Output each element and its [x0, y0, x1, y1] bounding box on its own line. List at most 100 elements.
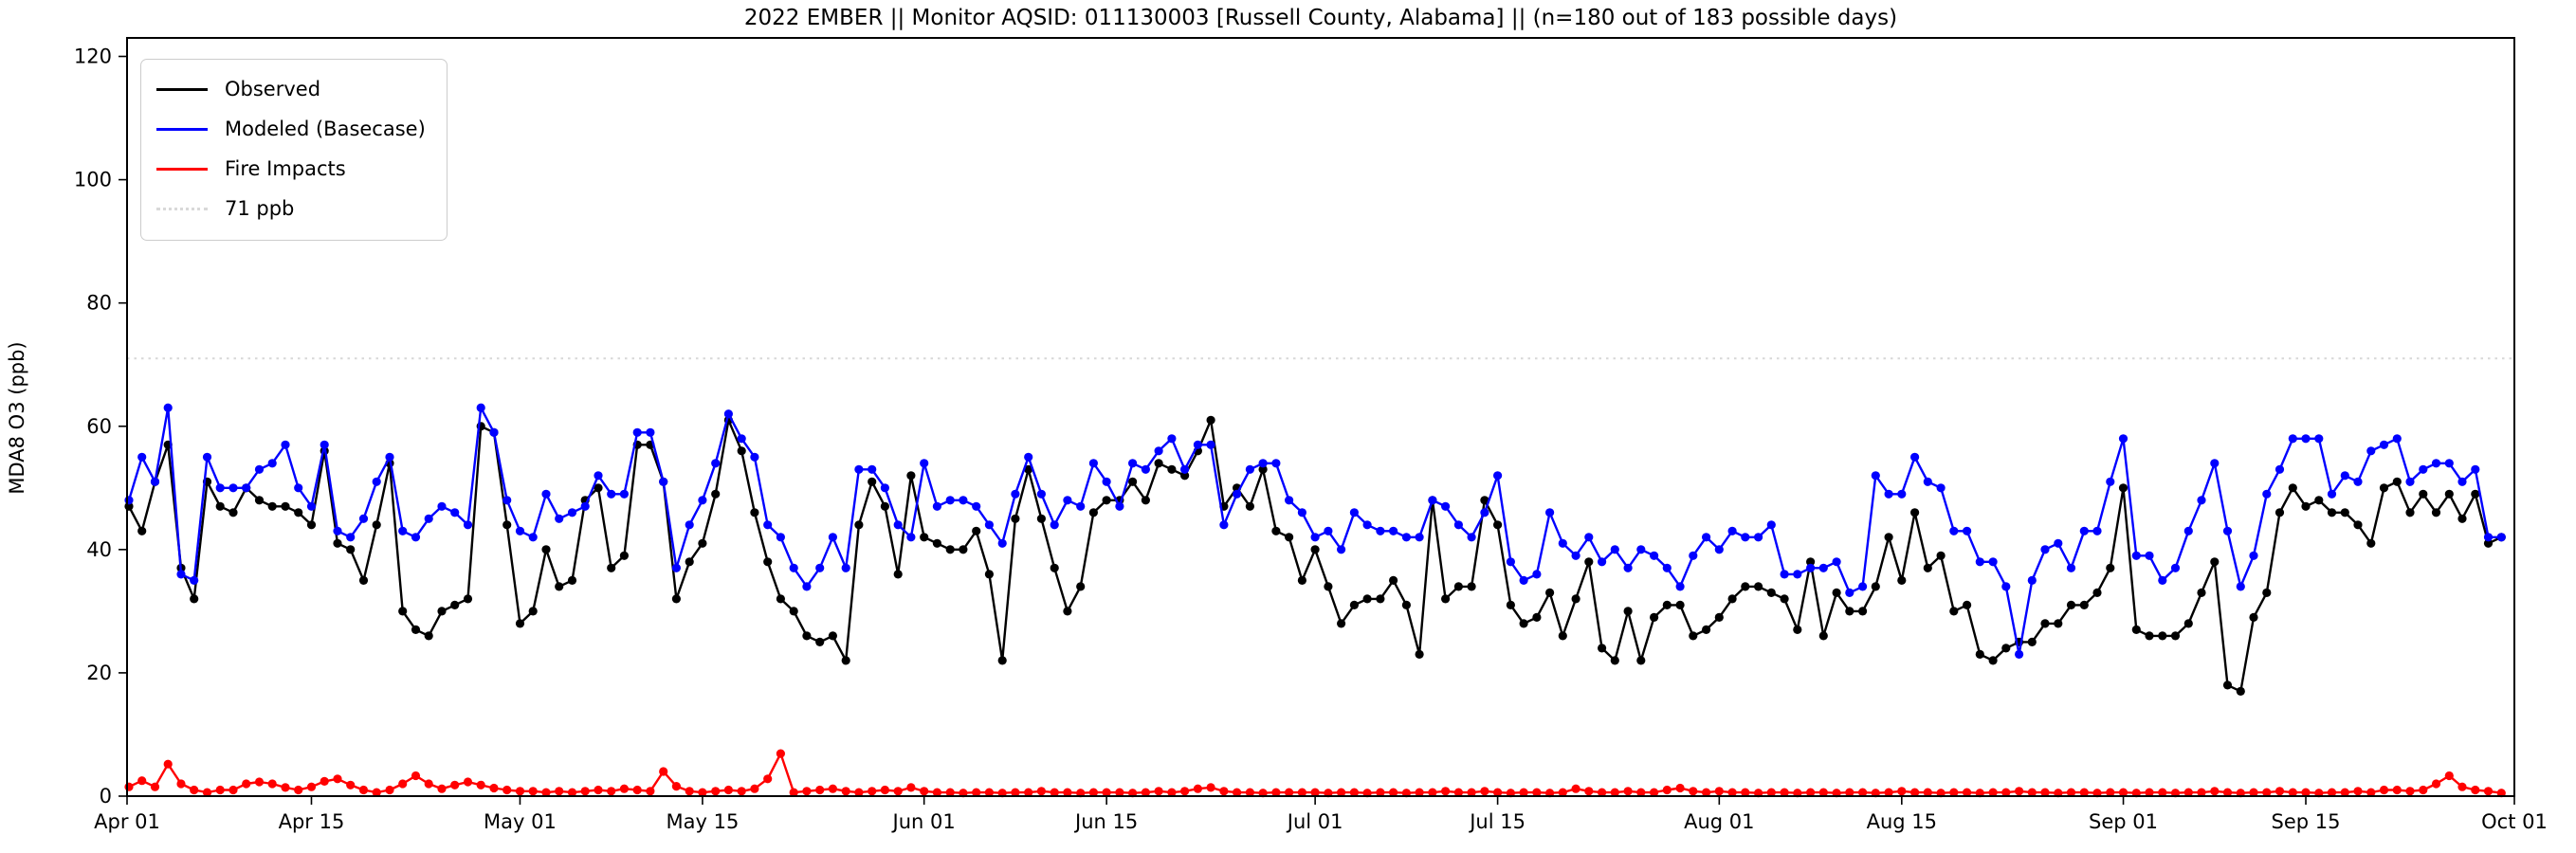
fire-impacts-line: [124, 749, 2506, 798]
data-point-marker: [2131, 625, 2141, 635]
data-point-marker: [2197, 588, 2206, 598]
data-point-marker: [1766, 588, 1776, 598]
data-point-marker: [1780, 788, 1789, 797]
data-point-marker: [1571, 594, 1580, 604]
data-point-marker: [1818, 563, 1828, 572]
data-point-marker: [750, 784, 759, 793]
data-point-marker: [1141, 788, 1150, 797]
data-point-marker: [1727, 594, 1737, 604]
data-point-marker: [1741, 788, 1750, 797]
data-point-marker: [1167, 788, 1177, 797]
data-point-marker: [2496, 533, 2506, 542]
data-point-marker: [1949, 788, 1959, 797]
data-point-marker: [1766, 520, 1776, 530]
data-point-marker: [1584, 787, 1594, 796]
data-point-marker: [1963, 788, 1972, 797]
data-point-marker: [294, 785, 303, 795]
data-point-marker: [1949, 607, 1959, 616]
x-tick-label: Aug 01: [1684, 810, 1754, 833]
data-point-marker: [2301, 501, 2311, 511]
data-point-marker: [1675, 582, 1685, 591]
data-point-marker: [1519, 788, 1528, 797]
data-point-marker: [1024, 452, 1033, 462]
data-point-marker: [1337, 788, 1346, 797]
x-tick-label: Sep 01: [2089, 810, 2158, 833]
data-point-marker: [2327, 489, 2337, 499]
data-point-marker: [1141, 496, 1150, 505]
data-point-marker: [267, 459, 277, 468]
data-point-marker: [2092, 588, 2102, 598]
data-point-marker: [2079, 526, 2089, 535]
data-point-marker: [2079, 600, 2089, 610]
data-point-marker: [2340, 471, 2349, 481]
series-path: [128, 752, 2502, 794]
data-point-marker: [841, 563, 850, 572]
data-point-marker: [2236, 582, 2245, 591]
data-point-marker: [893, 570, 903, 579]
data-point-marker: [1401, 533, 1411, 542]
data-point-marker: [281, 783, 290, 792]
data-point-marker: [1845, 788, 1854, 797]
data-point-marker: [1467, 533, 1476, 542]
data-point-marker: [1297, 788, 1306, 797]
data-point-marker: [1167, 434, 1177, 444]
data-point-marker: [997, 538, 1007, 548]
data-point-marker: [450, 600, 460, 610]
data-point-marker: [2040, 619, 2050, 628]
data-point-marker: [320, 776, 329, 787]
data-point-marker: [1532, 788, 1542, 797]
x-tick-label: Apr 15: [279, 810, 345, 833]
data-point-marker: [1493, 788, 1503, 797]
data-point-marker: [411, 771, 421, 781]
data-point-marker: [2001, 788, 2011, 797]
data-point-marker: [2419, 785, 2428, 795]
data-point-marker: [763, 774, 773, 784]
data-point-marker: [619, 551, 630, 560]
data-point-marker: [2419, 489, 2428, 499]
data-point-marker: [1845, 588, 1854, 598]
data-point-marker: [528, 787, 538, 796]
data-point-marker: [1011, 788, 1020, 797]
data-point-marker: [685, 557, 694, 567]
data-point-marker: [659, 477, 668, 486]
data-point-marker: [2366, 788, 2376, 797]
data-point-marker: [1180, 471, 1190, 481]
data-point-marker: [1897, 489, 1907, 499]
data-point-marker: [737, 787, 746, 796]
data-point-marker: [1337, 545, 1346, 554]
data-point-marker: [1063, 607, 1072, 616]
data-point-marker: [2275, 464, 2285, 474]
observed-line-swatch: [156, 87, 208, 91]
data-point-marker: [1714, 545, 1724, 554]
data-point-marker: [541, 788, 551, 797]
data-point-marker: [632, 427, 642, 437]
data-point-marker: [1324, 582, 1333, 591]
data-point-marker: [972, 501, 981, 511]
data-point-marker: [984, 788, 994, 797]
data-point-marker: [607, 489, 616, 499]
data-point-marker: [2027, 788, 2037, 797]
data-point-marker: [1636, 788, 1646, 797]
data-point-marker: [2249, 612, 2258, 623]
data-point-marker: [306, 501, 317, 511]
data-point-marker: [2471, 489, 2480, 499]
data-point-marker: [2106, 788, 2115, 797]
data-point-marker: [333, 774, 342, 784]
data-point-marker: [1832, 557, 1841, 567]
data-point-marker: [2471, 785, 2480, 795]
data-point-marker: [1858, 582, 1868, 591]
data-point-marker: [2236, 686, 2245, 697]
data-point-marker: [1467, 582, 1476, 591]
data-point-marker: [789, 563, 798, 572]
data-point-marker: [2106, 477, 2115, 486]
data-point-marker: [541, 545, 551, 554]
data-point-marker: [1245, 464, 1254, 474]
data-point-marker: [1453, 788, 1463, 797]
data-point-marker: [2183, 788, 2193, 797]
data-point-marker: [137, 452, 147, 462]
data-point-marker: [1245, 501, 1254, 511]
data-point-marker: [1545, 588, 1555, 598]
data-point-marker: [2275, 508, 2285, 517]
data-point-marker: [646, 787, 655, 796]
